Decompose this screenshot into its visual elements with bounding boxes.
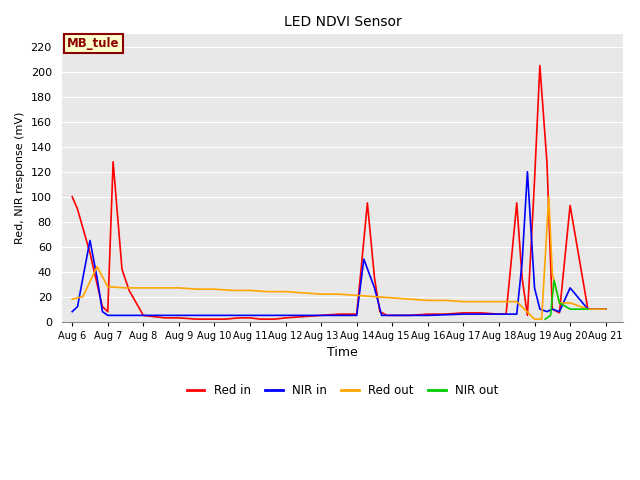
Y-axis label: Red, NIR response (mV): Red, NIR response (mV) [15, 112, 25, 244]
Title: LED NDVI Sensor: LED NDVI Sensor [284, 15, 401, 29]
Text: MB_tule: MB_tule [67, 37, 120, 50]
Legend: Red in, NIR in, Red out, NIR out: Red in, NIR in, Red out, NIR out [182, 380, 503, 402]
X-axis label: Time: Time [327, 346, 358, 359]
